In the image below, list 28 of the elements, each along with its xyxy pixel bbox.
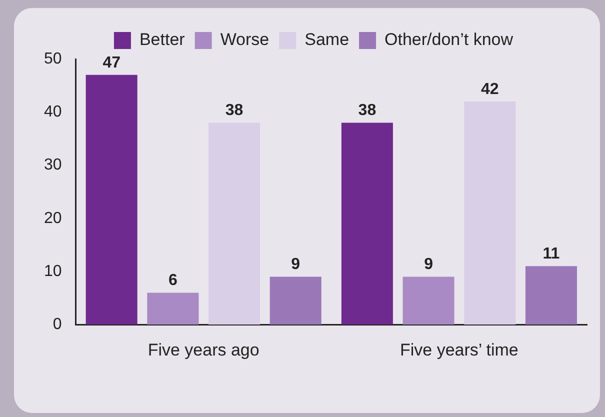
data-label: 38: [225, 102, 244, 120]
y-tick-label: 0: [52, 316, 62, 334]
bar: [86, 74, 138, 325]
bar: [270, 276, 322, 325]
legend-label: Worse: [220, 30, 270, 50]
y-tick-label: 50: [44, 50, 62, 68]
data-label: 9: [424, 256, 434, 274]
y-tick-label: 20: [44, 210, 62, 227]
y-tick-label: 30: [44, 156, 62, 174]
legend-label: Other/don’t know: [384, 30, 514, 50]
bar: [402, 276, 454, 325]
data-label: 9: [291, 256, 300, 274]
data-label: 47: [102, 54, 121, 72]
legend-label: Better: [139, 30, 186, 50]
y-tick-label: 10: [44, 262, 62, 280]
bar: [341, 122, 393, 325]
x-tick-label: Five years ago: [148, 340, 260, 360]
legend-label: Same: [304, 30, 350, 50]
data-label: 42: [480, 80, 499, 98]
bar: [464, 101, 516, 325]
x-tick-label: Five years’ time: [400, 340, 518, 360]
data-label: 38: [358, 102, 376, 120]
bar: [147, 292, 199, 325]
bar: [208, 122, 260, 325]
bar: [525, 266, 577, 325]
y-tick-label: 40: [44, 104, 62, 121]
data-label: 6: [168, 272, 178, 290]
data-label: 11: [542, 246, 560, 263]
